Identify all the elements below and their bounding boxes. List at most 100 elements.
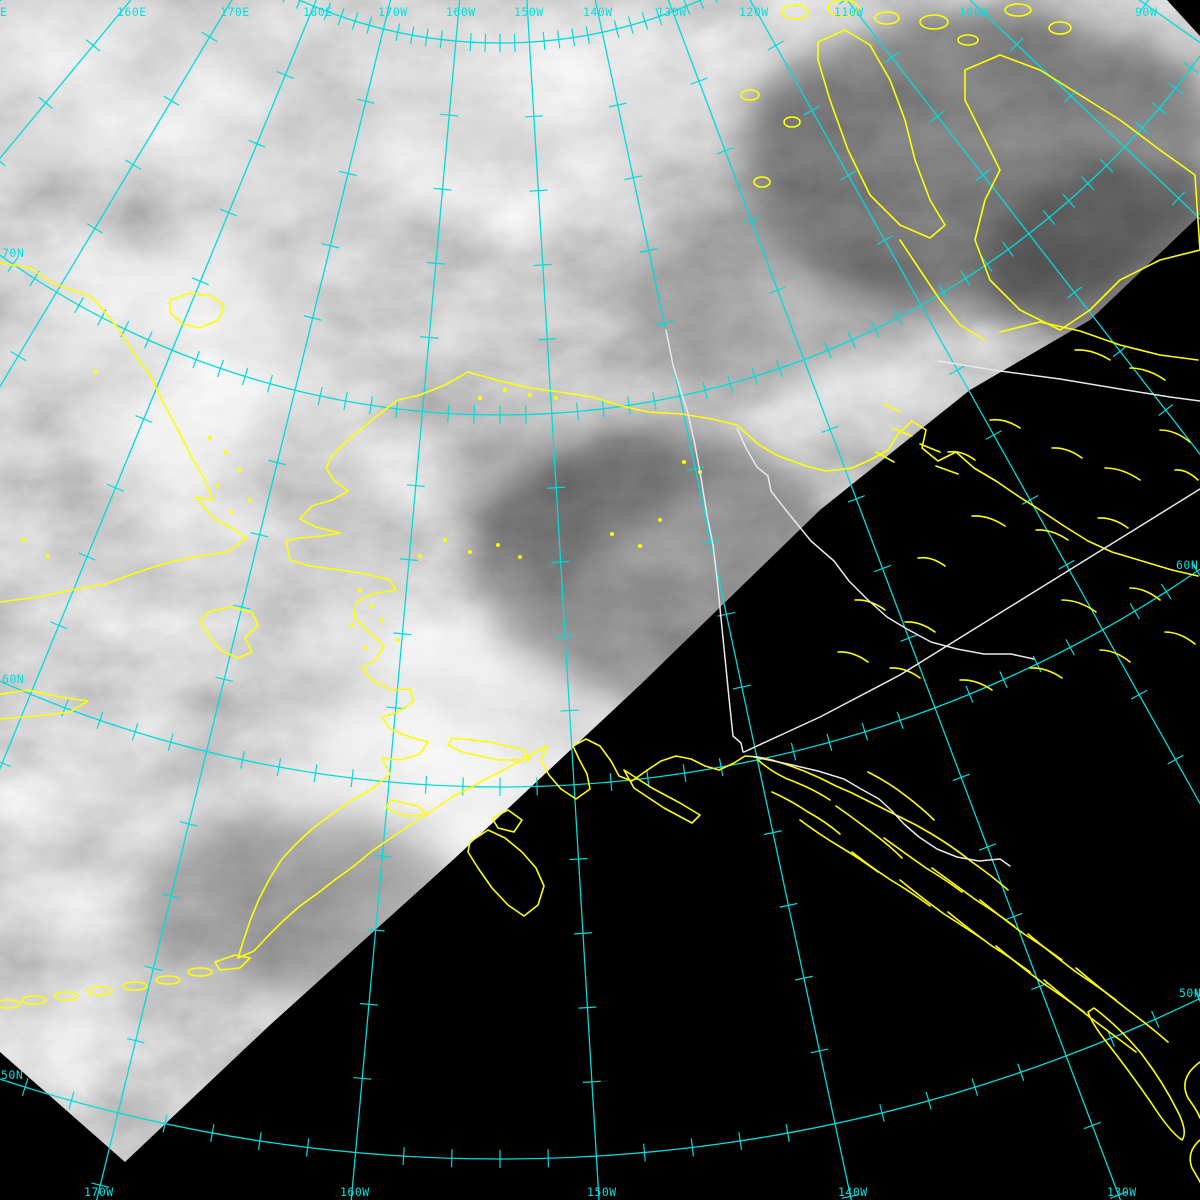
- longitude-tick: [683, 0, 691, 15]
- lon-label-top: 110W: [834, 5, 864, 19]
- lake-outline: [1035, 529, 1069, 541]
- meridian-line: [350, 0, 461, 1200]
- lake-speck: [396, 638, 400, 642]
- latitude-tick: [686, 466, 705, 472]
- latitude-tick: [690, 77, 708, 85]
- latitude-tick: [533, 263, 552, 267]
- longitude-tick: [7, 256, 19, 273]
- longitude-tick: [257, 1131, 262, 1150]
- latitude-tick: [1058, 559, 1075, 570]
- lat-label-left: 70N: [2, 246, 24, 260]
- latitude-tick: [321, 243, 340, 249]
- lon-label-top: 120W: [739, 5, 769, 19]
- latitude-tick: [538, 338, 557, 341]
- arctic-island: [1004, 3, 1032, 17]
- cloud-band: [460, 20, 780, 120]
- longitude-tick: [627, 16, 634, 35]
- arctic-island: [827, 0, 859, 17]
- meridian-line: [526, 0, 600, 1200]
- latitude-tick: [952, 773, 970, 782]
- longitude-tick: [981, 256, 993, 273]
- latitude-tick: [1167, 754, 1184, 765]
- latitude-tick: [978, 843, 997, 851]
- latitude-tick: [215, 676, 234, 683]
- latitude-tick: [560, 709, 579, 712]
- lake-speck: [418, 554, 422, 558]
- longitude-tick: [1002, 241, 1014, 257]
- longitude-tick: [525, 405, 527, 424]
- longitude-tick: [1168, 82, 1183, 95]
- latitude-tick: [85, 39, 101, 52]
- latitude-tick: [578, 1006, 597, 1009]
- lake-speck: [46, 554, 50, 558]
- longitude-tick: [1194, 990, 1200, 1003]
- longitude-tick: [424, 28, 429, 47]
- latitude-tick: [1139, 0, 1150, 13]
- longitude-tick: [847, 331, 856, 349]
- lake-outline: [1164, 631, 1196, 645]
- latitude-tick: [38, 96, 54, 110]
- latitude-tick: [900, 634, 918, 642]
- lake-speck: [224, 450, 228, 454]
- latitude-tick: [1158, 404, 1174, 417]
- arch-5: [851, 851, 931, 907]
- island-unimak: [214, 954, 251, 971]
- lake-outline: [1097, 517, 1129, 529]
- arctic-island: [753, 176, 771, 188]
- lake-speck: [230, 510, 234, 514]
- latitude-tick: [78, 552, 96, 561]
- latitude-tick: [373, 854, 392, 858]
- latitude-tick: [268, 459, 287, 466]
- lake-speck: [468, 550, 472, 554]
- longitude-tick: [210, 1124, 215, 1142]
- island-victoria: [964, 54, 1200, 331]
- longitude-tick: [571, 28, 576, 47]
- longitude-tick: [727, 374, 734, 393]
- latitude-tick: [10, 350, 27, 362]
- longitude-tick: [641, 12, 649, 30]
- longitude-tick: [971, 1078, 979, 1096]
- longitude-tick: [1081, 176, 1095, 191]
- longitude-tick: [144, 331, 153, 349]
- border-60n: [743, 488, 1200, 753]
- longitude-tick: [965, 685, 974, 703]
- longitude-tick: [167, 733, 174, 752]
- longitude-tick: [192, 351, 200, 369]
- lon-label-top: 160E: [117, 5, 147, 19]
- lon-label-top: 100W: [959, 5, 989, 19]
- longitude-tick: [609, 772, 613, 792]
- aleutian-island: [21, 995, 47, 1005]
- latitude-tick: [985, 430, 1002, 440]
- longitude-tick: [395, 23, 401, 42]
- aleutian-island: [122, 981, 148, 991]
- longitude-tick: [613, 20, 620, 38]
- longitude-tick: [513, 33, 516, 52]
- latitude-tick: [569, 857, 588, 861]
- latitude-tick: [573, 932, 592, 935]
- lake-outline: [1099, 649, 1131, 663]
- lake-outline: [959, 679, 993, 691]
- latitude-tick: [1083, 1121, 1101, 1130]
- longitude-tick: [626, 396, 631, 415]
- longitude-tick: [547, 1149, 550, 1168]
- lake-speck: [518, 555, 522, 559]
- longitude-tick: [1129, 603, 1140, 620]
- latitude-tick: [873, 564, 892, 573]
- latitude-tick: [930, 110, 945, 123]
- border-offshore-beaufort: [937, 360, 1200, 402]
- border-alaska-yukon-141w: [665, 329, 744, 753]
- latitude-tick: [639, 248, 658, 253]
- longitude-tick: [131, 723, 139, 741]
- latitude-tick: [840, 170, 857, 181]
- latitude-tick: [810, 1048, 829, 1054]
- longitude-tick: [1042, 210, 1056, 225]
- latitude-tick: [884, 51, 900, 64]
- latitude-tick: [1021, 495, 1039, 505]
- lake-speck: [370, 604, 374, 608]
- longitude-tick: [861, 723, 869, 741]
- arch-2: [771, 791, 841, 835]
- latitude-tick: [551, 560, 570, 564]
- longitude-tick: [343, 392, 348, 411]
- meridian-line: [969, 0, 1200, 220]
- latitude-tick: [838, 0, 846, 5]
